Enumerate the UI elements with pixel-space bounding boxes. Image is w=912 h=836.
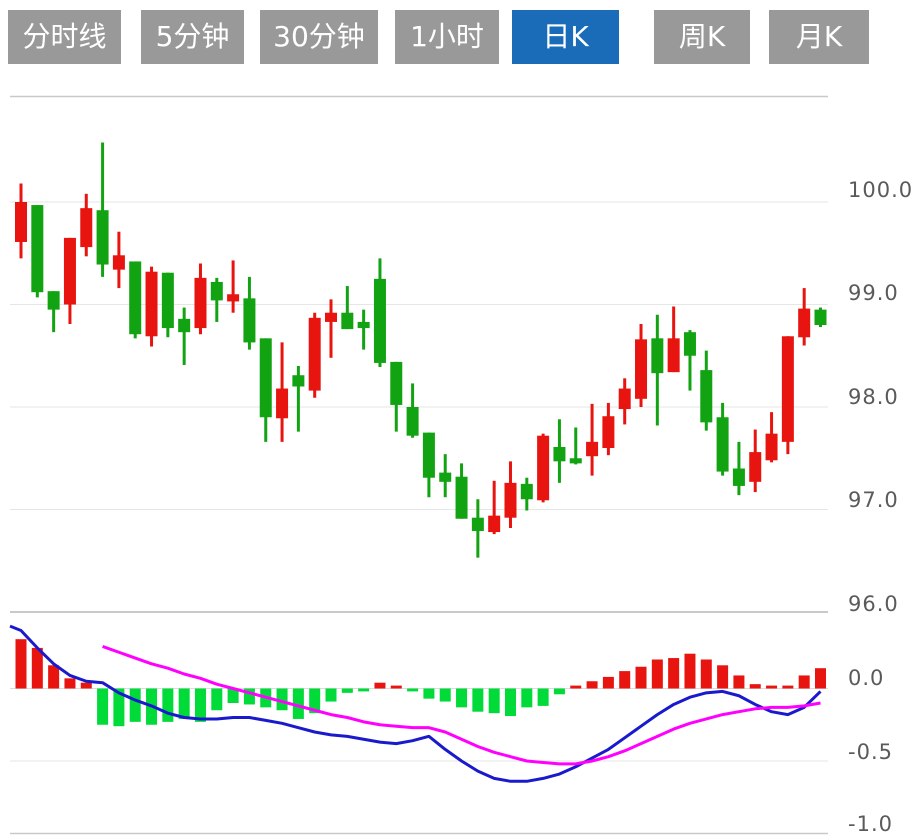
tab-1hour[interactable]: 1小时: [395, 10, 499, 64]
tab-time-line[interactable]: 分时线: [8, 10, 121, 64]
price-axis-label: 100.0: [848, 178, 912, 202]
price-axis-label: 98.0: [848, 385, 899, 409]
price-axis-label: 99.0: [848, 281, 899, 305]
macd-axis-label: -0.5: [848, 740, 893, 764]
tab-monthly-k[interactable]: 月K: [769, 10, 869, 64]
tab-30min[interactable]: 30分钟: [260, 10, 378, 64]
macd-axis-label: -1.0: [848, 812, 893, 836]
candle-series: [15, 142, 827, 558]
tab-weekly-k[interactable]: 周K: [654, 10, 750, 64]
tab-daily-k[interactable]: 日K: [512, 10, 619, 64]
macd-histogram: [15, 639, 826, 727]
dif-line: [9, 624, 822, 783]
macd-axis-label: 0.0: [848, 666, 885, 690]
dea-line: [102, 645, 821, 766]
price-axis-label: 97.0: [848, 488, 899, 512]
tab-5min[interactable]: 5分钟: [141, 10, 244, 64]
price-axis-label: 96.0: [848, 592, 899, 616]
gridlines: [10, 95, 828, 835]
